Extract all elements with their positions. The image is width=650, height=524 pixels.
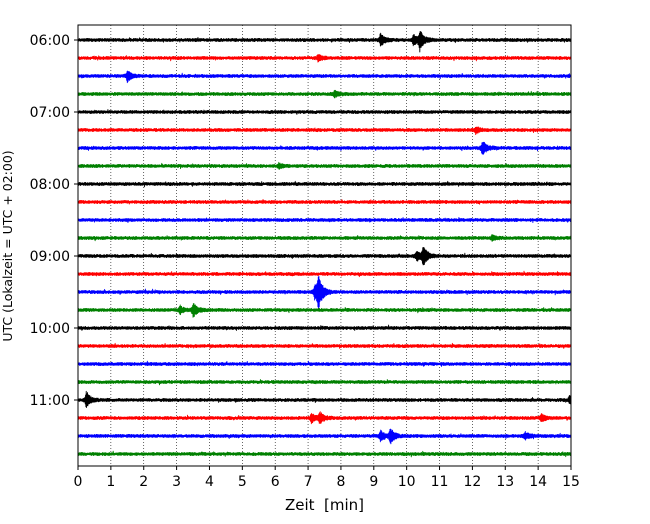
x-tick-label: 8 <box>336 474 345 490</box>
seismo-trace-0800 <box>77 180 572 188</box>
y-tick-label: 09:00 <box>30 249 70 265</box>
x-tick-label: 2 <box>139 474 148 490</box>
seismo-trace-1130 <box>77 428 572 445</box>
seismo-trace-0845 <box>77 234 572 242</box>
seismo-trace-1115 <box>77 411 572 425</box>
seismo-trace-1145 <box>77 450 572 458</box>
seismo-trace-0700 <box>77 109 572 115</box>
seismo-trace-0745 <box>77 161 572 170</box>
x-tick-label: 9 <box>369 474 378 490</box>
seismo-trace-1015 <box>77 342 572 350</box>
x-axis-label: Zeit [min] <box>285 496 364 514</box>
x-tick-label: 1 <box>106 474 115 490</box>
seismo-trace-0730 <box>77 141 572 155</box>
x-ticks-layer: 0 1 2 3 4 5 6 7 8 9 10 11 12 13 14 15 <box>74 466 580 490</box>
seismo-trace-0915 <box>77 270 572 278</box>
y-tick-label: 07:00 <box>30 105 70 121</box>
plot-frame <box>77 24 572 467</box>
x-tick-label: 14 <box>529 474 547 490</box>
x-tick-label: 10 <box>398 474 416 490</box>
seismo-trace-0630 <box>77 70 572 84</box>
x-tick-label: 15 <box>562 474 580 490</box>
seismo-trace-0945 <box>77 303 572 318</box>
x-tick-label: 3 <box>172 474 181 490</box>
y-tick-label: 10:00 <box>30 321 70 337</box>
y-ticks-layer: 06:00 07:00 08:00 09:00 10:00 11:00 <box>30 33 78 409</box>
x-tick-label: 7 <box>304 474 313 490</box>
x-tick-label: 0 <box>74 474 83 490</box>
seismo-trace-0830 <box>77 217 572 224</box>
x-tick-label: 11 <box>431 474 449 490</box>
seismo-trace-1030 <box>77 360 572 367</box>
seismo-trace-1000 <box>77 324 572 331</box>
seismo-trace-1100 <box>77 390 572 408</box>
x-tick-label: 12 <box>463 474 481 490</box>
x-tick-label: 13 <box>496 474 514 490</box>
y-tick-label: 06:00 <box>30 33 70 49</box>
y-tick-label: 11:00 <box>30 393 70 409</box>
x-tick-label: 6 <box>271 474 280 490</box>
seismo-trace-0600 <box>77 30 572 53</box>
seismo-trace-0815 <box>77 199 572 205</box>
seismo-trace-0615 <box>77 54 572 63</box>
x-tick-label: 4 <box>205 474 214 490</box>
y-tick-label: 08:00 <box>30 177 70 193</box>
seismo-trace-0900 <box>77 246 572 266</box>
seismo-trace-0930 <box>77 275 572 310</box>
seismo-trace-1045 <box>77 379 572 386</box>
plot-background <box>78 25 571 466</box>
traces-layer <box>77 30 572 458</box>
seismo-trace-0645 <box>77 89 572 99</box>
y-axis-label: UTC (Lokalzeit = UTC + 02:00) <box>0 150 15 341</box>
x-tick-label: 5 <box>238 474 247 490</box>
seismo-trace-0715 <box>77 126 572 135</box>
